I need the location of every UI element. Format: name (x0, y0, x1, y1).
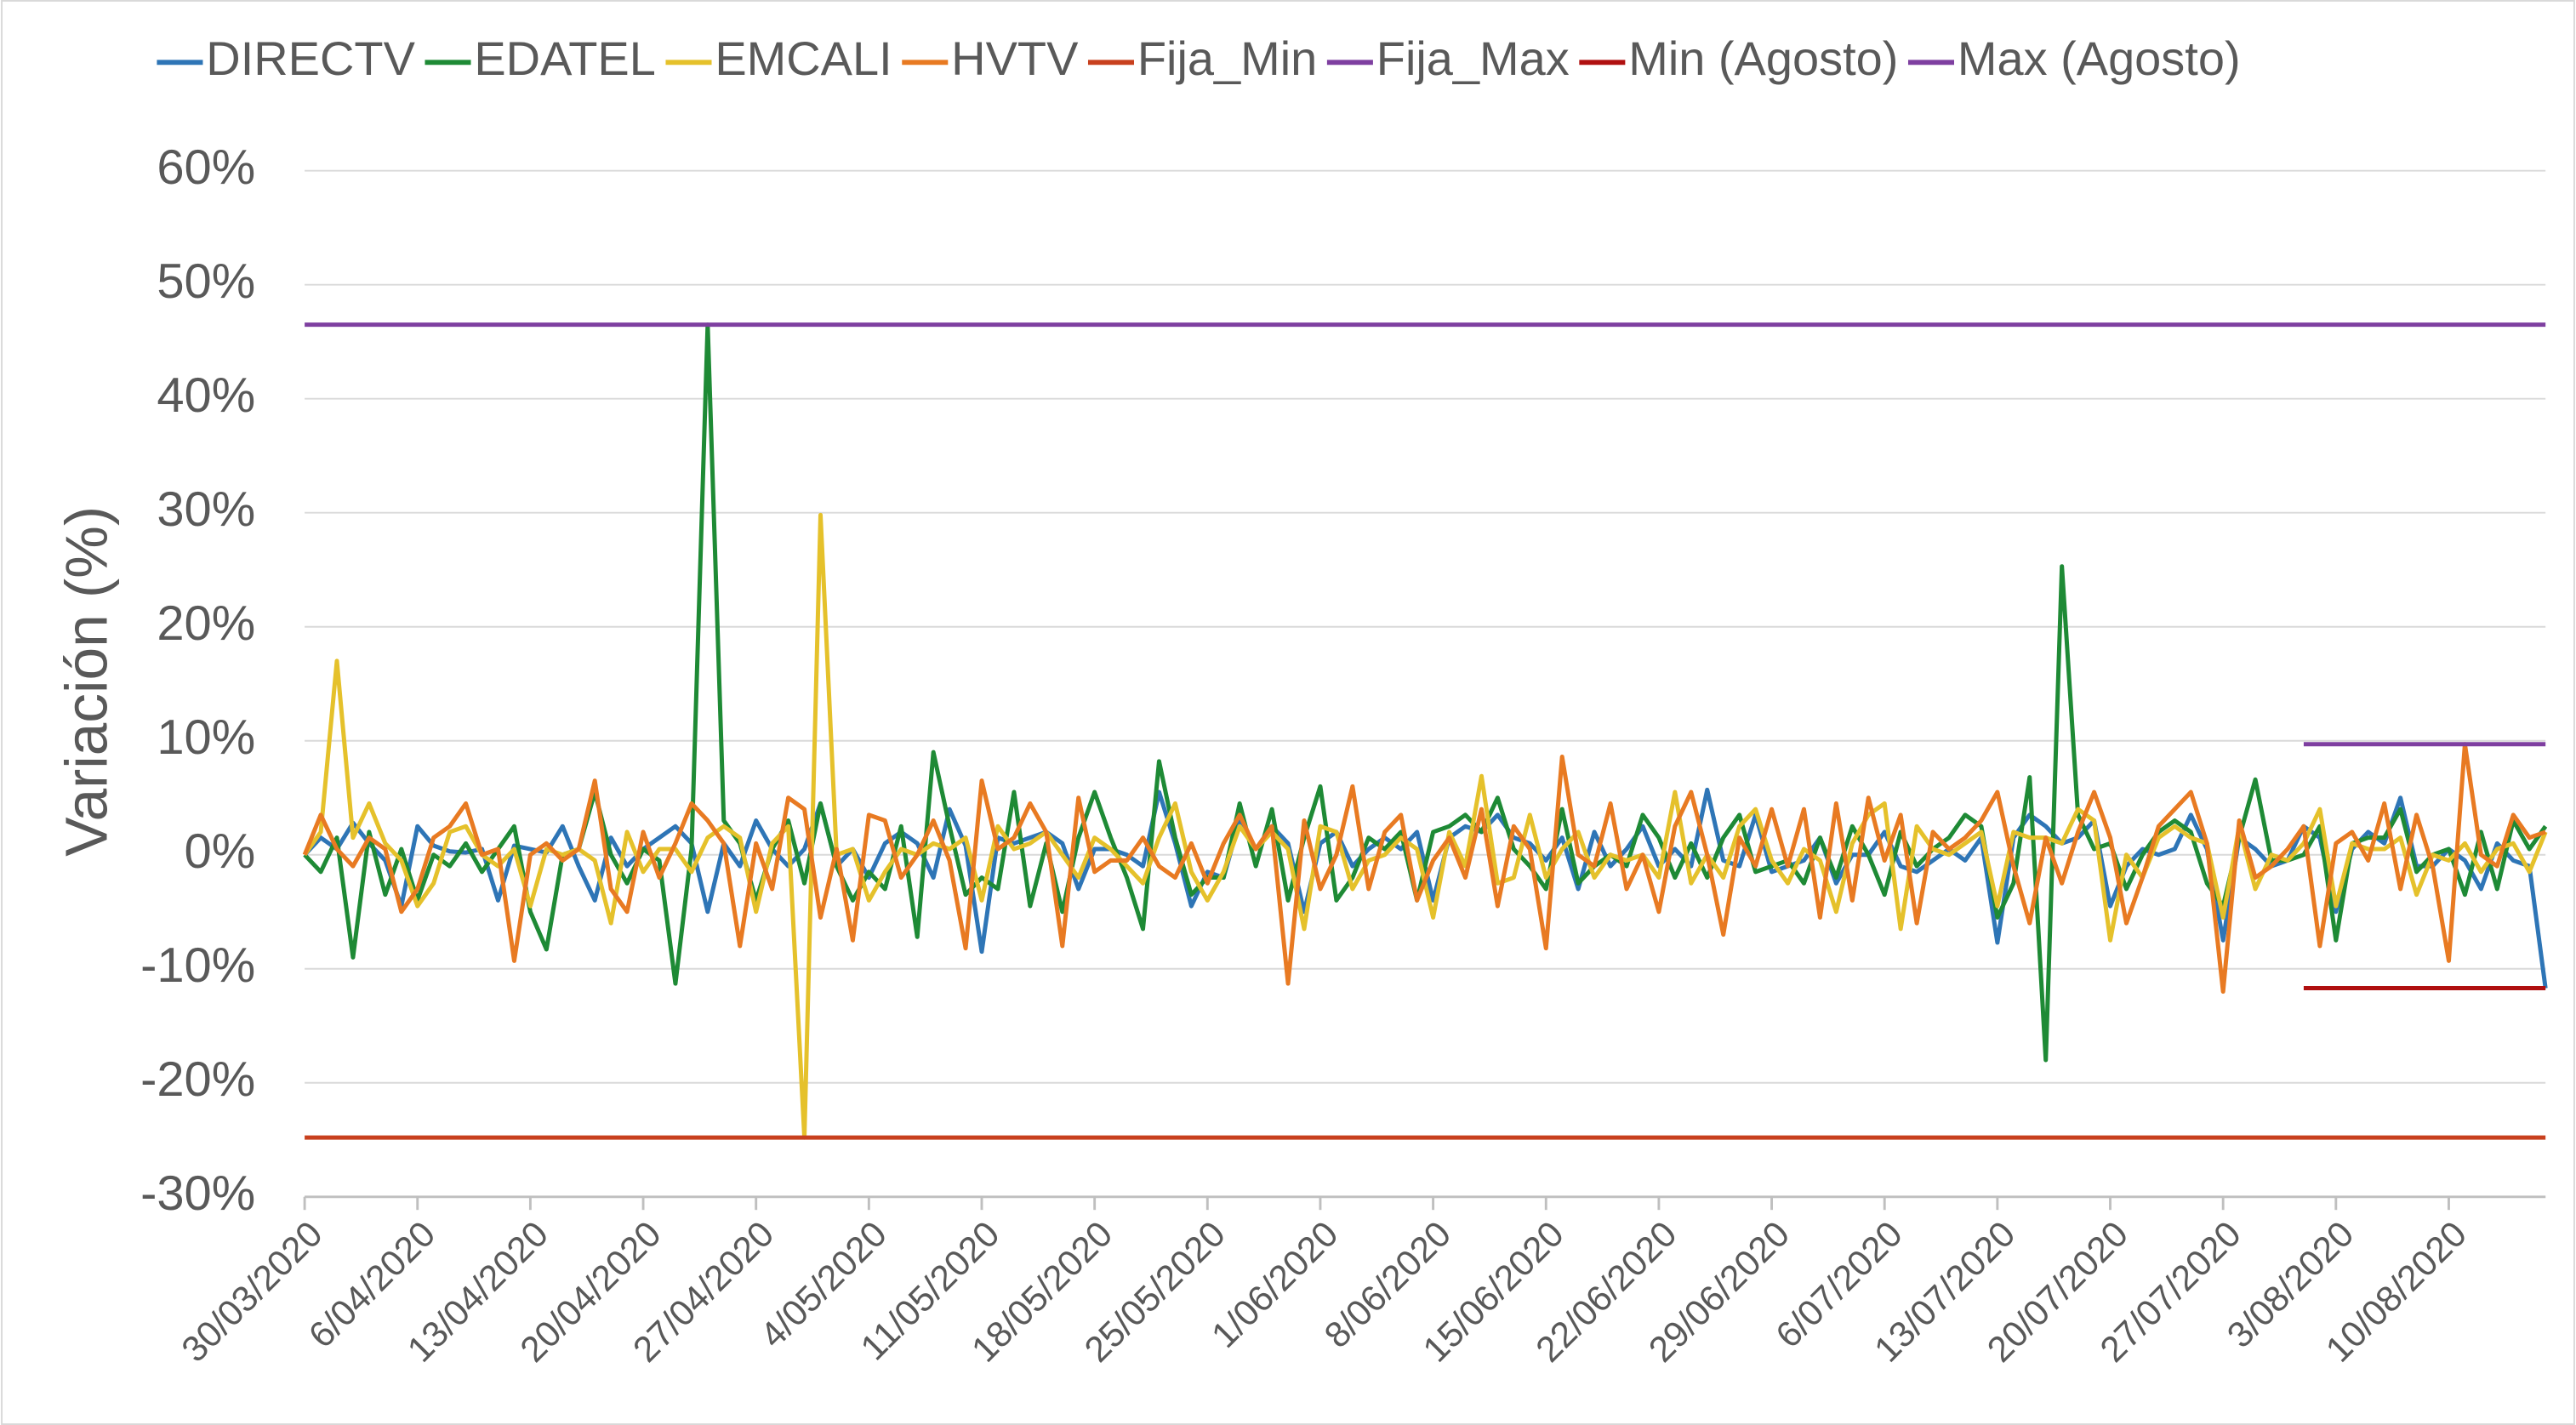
y-tick-label: -30% (140, 1166, 255, 1221)
y-tick-label: 50% (157, 254, 255, 309)
y-tick-label: 0% (185, 824, 256, 879)
y-tick-label: 30% (157, 482, 255, 537)
legend-label: EDATEL (474, 31, 656, 85)
legend-label: DIRECTV (206, 31, 415, 85)
y-axis-title: Variación (%) (54, 506, 120, 857)
plot-lines (302, 322, 2548, 1140)
y-tick-label: 20% (157, 596, 255, 651)
series-line (302, 742, 2547, 995)
legend: DIRECTV EDATEL EMCALI HVTV Fija_Min Fija_Max M… (157, 31, 2241, 85)
y-tick-label: -20% (140, 1052, 255, 1107)
legend-label: HVTV (951, 31, 1079, 85)
legend-label: Fija_Max (1376, 31, 1570, 85)
y-tick-label: 10% (157, 710, 255, 765)
y-tick-label: 60% (157, 140, 255, 195)
y-tick-label: 40% (157, 368, 255, 423)
legend-label: Max (Agosto) (1958, 31, 2241, 85)
legend-label: Fija_Min (1137, 31, 1317, 85)
legend-label: EMCALI (715, 31, 892, 85)
legend-label: Min (Agosto) (1628, 31, 1898, 85)
y-tick-label: -10% (140, 938, 255, 993)
series-line (303, 322, 2548, 1063)
